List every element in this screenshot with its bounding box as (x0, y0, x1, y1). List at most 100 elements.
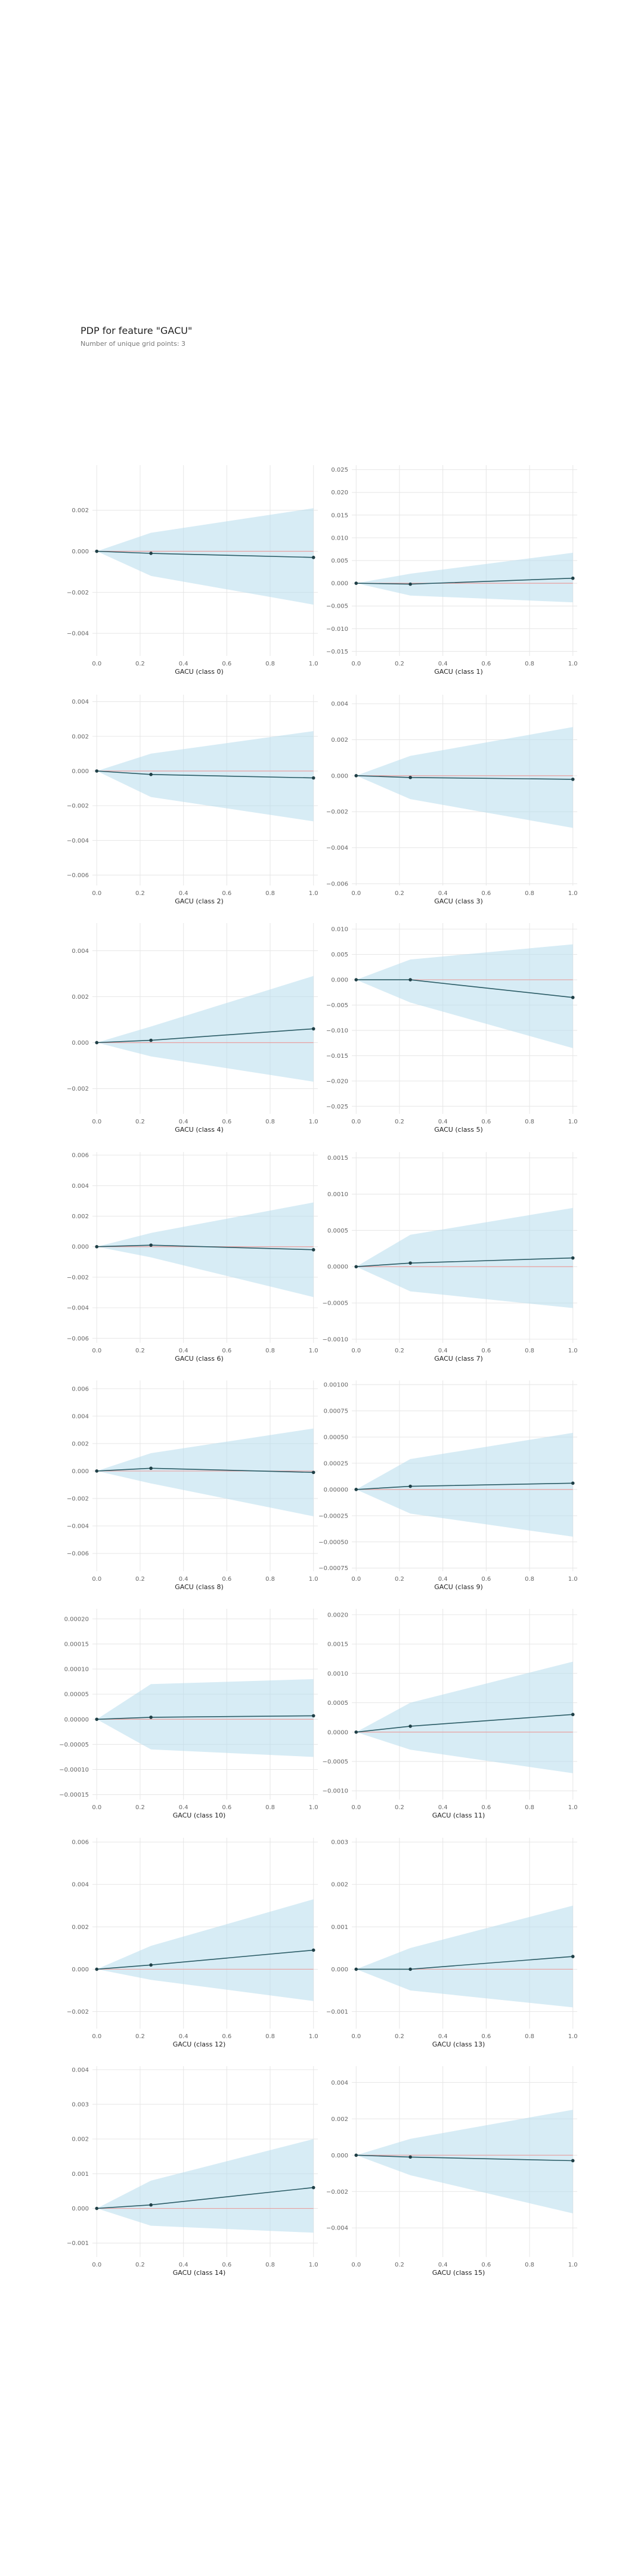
y-tick-label: −0.015 (326, 649, 348, 655)
pdp-point (571, 778, 575, 781)
x-axis-label: GACU (class 13) (432, 2041, 485, 2048)
y-tick-label: 0.000 (331, 2153, 348, 2159)
x-tick-label: 0.0 (92, 1119, 101, 1125)
x-tick-label: 0.4 (179, 661, 188, 667)
y-tick-label: 0.002 (72, 994, 89, 1001)
confidence-band (356, 1208, 573, 1308)
subplot-class-13: 0.003 0.002 0.001 0.000 −0.001 0.0 0.2 0.4 0.6 0.… (326, 1838, 578, 2048)
y-tick-label: −0.005 (326, 603, 348, 610)
confidence-band (356, 944, 573, 1048)
y-tick-label: 0.00010 (64, 1667, 89, 1673)
pdp-point (408, 2155, 412, 2159)
x-tick-label: 0.4 (438, 661, 448, 667)
pdp-point (408, 1967, 412, 1971)
pdp-point (571, 1713, 575, 1717)
y-tick-label: 0.002 (72, 733, 89, 740)
x-tick-label: 1.0 (309, 1576, 318, 1583)
y-tick-label: 0.002 (331, 2116, 348, 2123)
y-tick-label: −0.002 (67, 2009, 89, 2015)
subplot-class-9: 0.00100 0.00075 0.00050 0.00025 0.00000 −0.00… (318, 1380, 578, 1591)
x-tick-label: 0.6 (481, 1119, 491, 1125)
x-axis-label: GACU (class 15) (432, 2269, 485, 2277)
x-axis-label: GACU (class 10) (173, 1812, 225, 1819)
y-tick-label: 0.000 (72, 769, 89, 775)
x-tick-label: 1.0 (309, 2262, 318, 2268)
pdp-point (95, 1717, 99, 1722)
subplot-class-1: 0.025 0.020 0.015 0.010 0.005 0.000 −0.005 −0.0… (326, 465, 578, 676)
x-tick-label: 1.0 (568, 1119, 578, 1125)
x-tick-label: 0.4 (179, 1804, 188, 1811)
pdp-point (95, 1244, 99, 1249)
x-tick-label: 1.0 (309, 661, 318, 667)
subplot-class-15: 0.004 0.002 0.000 −0.002 −0.004 0.0 0.2 0.4 0.6 0… (326, 2066, 578, 2277)
x-tick-label: 0.0 (92, 1576, 101, 1583)
x-tick-label: 0.0 (92, 1348, 101, 1354)
confidence-band (97, 1202, 314, 1298)
x-tick-label: 0.4 (438, 1348, 448, 1354)
y-tick-label: −0.002 (67, 590, 89, 596)
y-tick-label: 0.020 (331, 490, 348, 496)
y-tick-label: 0.000 (331, 977, 348, 984)
confidence-band (356, 1661, 573, 1773)
x-tick-label: 0.2 (395, 2262, 404, 2268)
x-tick-label: 0.6 (222, 890, 231, 897)
x-tick-label: 0.8 (265, 1348, 275, 1354)
x-tick-label: 0.2 (135, 890, 145, 897)
pdp-point (311, 2185, 315, 2190)
y-tick-label: −0.00075 (318, 1565, 348, 1572)
y-tick-label: 0.002 (72, 507, 89, 514)
y-tick-label: −0.004 (67, 1524, 89, 1530)
confidence-band (356, 1432, 573, 1537)
pdp-point (95, 769, 99, 773)
pdp-point (408, 776, 412, 779)
y-tick-label: 0.0020 (327, 1612, 348, 1618)
y-tick-label: −0.020 (326, 1078, 348, 1085)
y-tick-label: 0.0010 (327, 1191, 348, 1198)
x-tick-label: 0.8 (525, 1576, 534, 1583)
x-tick-label: 0.4 (179, 890, 188, 897)
x-tick-label: 0.8 (525, 1804, 534, 1811)
y-tick-label: −0.005 (326, 1002, 348, 1009)
pdp-point (354, 1488, 358, 1491)
y-tick-label: −0.001 (67, 2240, 89, 2247)
pdp-point (571, 1481, 575, 1485)
y-tick-label: −0.00010 (59, 1767, 89, 1773)
x-tick-label: 0.4 (179, 1348, 188, 1354)
pdp-point (408, 1261, 412, 1265)
pdp-point (311, 556, 315, 559)
pdp-point (149, 552, 153, 555)
y-tick-label: −0.004 (326, 845, 348, 852)
y-tick-label: 0.000 (331, 1967, 348, 1973)
y-tick-label: −0.0010 (323, 1788, 348, 1795)
y-tick-label: 0.004 (331, 701, 348, 708)
x-axis-label: GACU (class 9) (434, 1583, 482, 1591)
confidence-band (97, 976, 314, 1082)
x-tick-label: 0.2 (135, 2033, 145, 2040)
y-tick-label: 0.00020 (64, 1616, 89, 1623)
confidence-band (356, 1905, 573, 2008)
x-tick-label: 0.4 (179, 2262, 188, 2268)
pdp-point (354, 581, 358, 585)
x-tick-label: 0.2 (395, 1576, 404, 1583)
pdp-point (149, 773, 153, 776)
x-tick-label: 0.0 (351, 2033, 361, 2040)
y-tick-label: 0.002 (72, 2137, 89, 2143)
y-tick-label: 0.005 (331, 952, 348, 958)
y-tick-label: 0.006 (72, 1153, 89, 1159)
x-tick-label: 0.6 (222, 1348, 231, 1354)
pdp-point (95, 549, 99, 553)
confidence-band (356, 553, 573, 603)
x-tick-label: 0.0 (92, 2262, 101, 2268)
y-tick-label: −0.015 (326, 1053, 348, 1060)
y-tick-label: 0.000 (72, 1040, 89, 1046)
x-tick-label: 0.8 (265, 661, 275, 667)
y-tick-label: −0.006 (326, 881, 348, 887)
confidence-band (97, 731, 314, 822)
x-tick-label: 0.2 (395, 1804, 404, 1811)
pdp-point (149, 1038, 153, 1042)
pdp-point (571, 995, 575, 999)
x-tick-label: 1.0 (568, 1804, 578, 1811)
y-tick-label: −0.002 (326, 2189, 348, 2196)
x-tick-label: 0.6 (481, 1576, 491, 1583)
x-tick-label: 1.0 (568, 661, 578, 667)
